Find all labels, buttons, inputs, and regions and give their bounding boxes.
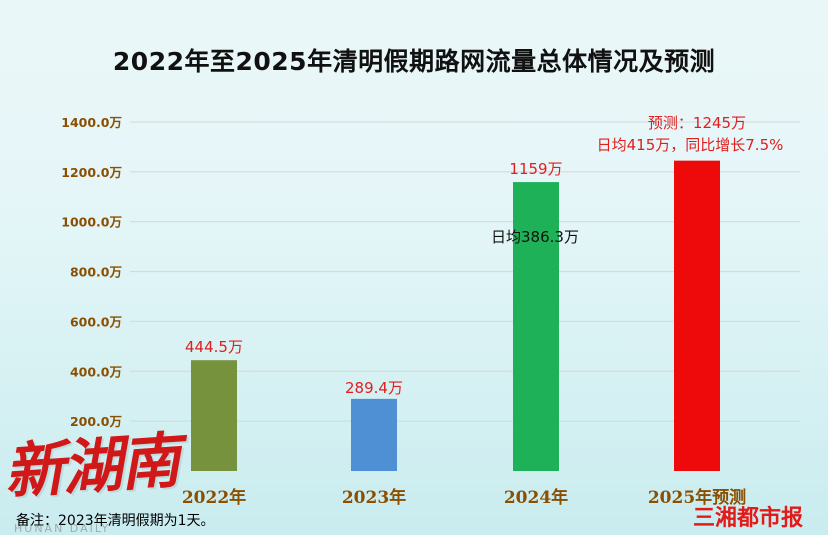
- bars: [191, 160, 720, 471]
- hunan-logo-watermark: 新湖南: [2, 426, 181, 508]
- annotation-2025-daily: 日均415万，同比增长7.5%: [597, 136, 784, 154]
- data-label-2022: 444.5万: [185, 338, 243, 356]
- y-tick-label: 1000.0万: [61, 215, 122, 230]
- footnote: 备注：2023年清明假期为1天。: [16, 513, 215, 529]
- data-label-2025: 预测：1245万: [648, 114, 746, 132]
- y-tick-label: 1200.0万: [61, 165, 122, 180]
- x-tick-label: 2022年: [182, 487, 246, 508]
- y-tick-label: 800.0万: [70, 265, 122, 280]
- data-label-2024: 1159万: [509, 160, 562, 178]
- data-label-2023: 289.4万: [345, 379, 403, 397]
- x-tick-label: 2023年: [342, 487, 406, 508]
- hunan-daily-subtext: HUNAN DAILY: [14, 522, 111, 535]
- x-tick-label: 2025年预测: [648, 487, 746, 508]
- y-tick-label: 600.0万: [70, 314, 122, 329]
- bar-2: [351, 398, 397, 471]
- bar-3: [513, 182, 559, 471]
- x-axis-ticks: 2022年 2023年 2024年 2025年预测: [182, 487, 746, 508]
- chart-title: 2022年至2025年清明假期路网流量总体情况及预测: [112, 47, 716, 76]
- sanxiang-logo-watermark: 三湘都市报: [693, 506, 804, 531]
- annotation-2024-daily: 日均386.3万: [491, 228, 579, 246]
- y-tick-label: 1400.0万: [61, 115, 122, 130]
- y-tick-label: 400.0万: [70, 364, 122, 379]
- bar-1: [191, 360, 237, 471]
- y-axis-ticks: 200.0万 400.0万 600.0万 800.0万 1000.0万 1200.0万 14…: [61, 115, 122, 429]
- bar-4: [674, 160, 720, 471]
- x-tick-label: 2024年: [504, 487, 568, 508]
- y-tick-label: 200.0万: [70, 414, 122, 429]
